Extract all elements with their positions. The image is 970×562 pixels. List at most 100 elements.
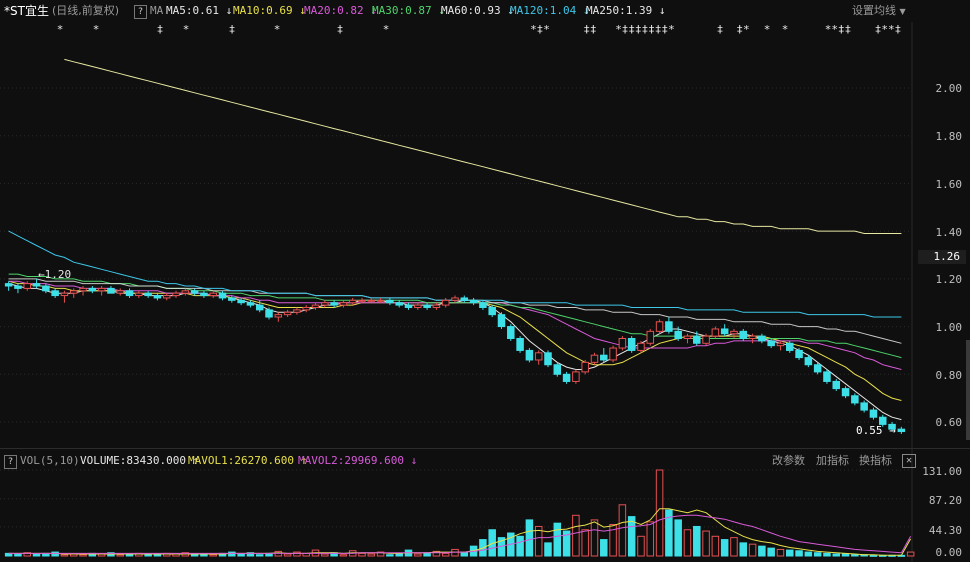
candle-body <box>646 330 655 344</box>
candle-body <box>618 338 627 349</box>
volume-bar <box>665 509 673 557</box>
mavol2-line <box>8 514 912 554</box>
event-marker: ‡* <box>736 23 749 36</box>
volume-bar <box>441 552 450 557</box>
candle-body <box>283 311 292 316</box>
ma-line-ma5 <box>8 283 902 421</box>
candle-body <box>153 295 162 299</box>
candle-body <box>23 283 32 289</box>
high-annotation: ←1.20 <box>38 268 72 281</box>
candle-body <box>627 338 636 351</box>
candle-body <box>348 299 357 304</box>
volume-bar <box>730 537 738 557</box>
candle-body <box>469 299 478 304</box>
arrow-down-icon: ↓ <box>299 4 306 17</box>
candle-body <box>609 347 617 361</box>
arrow-down-icon: ↓ <box>582 4 590 17</box>
ma30-value: MA30:0.87 ↓ <box>372 4 445 17</box>
volume-bar <box>739 542 748 557</box>
candle-body <box>88 287 97 292</box>
candle-body <box>246 302 255 306</box>
candle-body <box>125 290 134 297</box>
candle-body <box>795 349 803 359</box>
volume-bar <box>60 554 69 557</box>
candle-body <box>562 373 571 382</box>
help-icon[interactable]: ? <box>134 5 147 19</box>
event-marker: * <box>764 23 771 36</box>
volume-bar <box>702 530 710 557</box>
volume-bar <box>562 530 571 557</box>
candle-body <box>479 302 487 308</box>
event-marker: ‡**‡ <box>875 23 902 36</box>
volume-bar <box>590 519 599 557</box>
change-params-button[interactable]: 改参数 <box>772 454 805 467</box>
candle-body <box>4 283 13 287</box>
volume-bar <box>851 554 859 557</box>
candle-body <box>841 388 850 397</box>
volume-bar <box>869 554 878 557</box>
volume-bar <box>609 523 617 557</box>
volume-bar <box>293 551 301 557</box>
volume-bar <box>23 552 32 557</box>
volume-bar <box>358 552 366 557</box>
candle-body <box>441 299 450 306</box>
volume-bar <box>32 553 41 557</box>
help-icon[interactable]: ? <box>4 455 17 469</box>
volume-header: ? VOL(5,10) VOLUME:83430.000 ↑ MAVOL1:26… <box>0 451 970 471</box>
candle-body <box>432 304 441 308</box>
ma-settings-button[interactable]: 设置均线 ▼ <box>852 4 906 17</box>
mavol1-line <box>8 508 912 556</box>
price-tick: 0.80 <box>935 369 963 382</box>
volume-bar <box>525 519 534 557</box>
candle-body <box>739 330 748 340</box>
volume-tick: 44.30 <box>928 524 962 537</box>
candle-body <box>209 292 217 297</box>
add-indicator-button[interactable]: 加指标 <box>816 454 849 467</box>
volume-bar <box>386 554 394 557</box>
volume-bar <box>804 551 813 557</box>
arrow-down-icon: ↓ <box>658 4 666 17</box>
event-marker: *‡* <box>530 23 550 36</box>
event-marker: ‡ <box>157 23 164 36</box>
candle-body <box>265 309 273 318</box>
price-tick: 1.80 <box>935 130 963 143</box>
candle-body <box>358 299 366 302</box>
volume-bar <box>432 550 441 557</box>
volume-bar <box>600 539 608 557</box>
candle-body <box>497 314 506 328</box>
stock-name[interactable]: *ST宜生 <box>4 4 49 18</box>
volume-bar <box>776 548 785 557</box>
candle-body <box>544 352 552 366</box>
candle-body <box>637 342 645 351</box>
volume-bar <box>795 550 803 557</box>
volume-tick: 0.00 <box>935 546 963 559</box>
volume-bar <box>674 519 682 557</box>
arrow-down-icon: ↓ <box>225 4 233 17</box>
candle-body <box>51 290 59 297</box>
volume-value: VOLUME:83430.000 ↑ <box>80 454 200 467</box>
chevron-down-icon: ▼ <box>899 7 906 16</box>
candle-body <box>711 328 720 337</box>
event-marker: ‡ <box>229 23 236 36</box>
candle-body <box>228 297 236 301</box>
candle-body <box>730 330 738 335</box>
switch-indicator-button[interactable]: 换指标 <box>859 454 892 467</box>
volume-bar <box>376 551 385 557</box>
arrow-down-icon: ↓ <box>507 4 514 17</box>
volume-bar <box>693 525 701 557</box>
candle-body <box>767 340 775 347</box>
pane-divider[interactable] <box>0 448 970 449</box>
volume-bar <box>516 535 524 557</box>
price-tick: 1.40 <box>935 226 963 239</box>
candle-body <box>293 309 301 313</box>
volume-bar <box>627 516 636 557</box>
price-tick: 2.00 <box>935 82 963 95</box>
candle-body <box>218 292 227 299</box>
vol-indicator-label: VOL(5,10) <box>20 454 80 467</box>
close-icon[interactable]: ✕ <box>902 454 916 468</box>
event-marker: * <box>183 23 190 36</box>
candle-body <box>553 364 562 375</box>
scrollbar[interactable] <box>966 340 970 440</box>
candle-body <box>813 364 822 373</box>
candle-body <box>804 357 813 366</box>
